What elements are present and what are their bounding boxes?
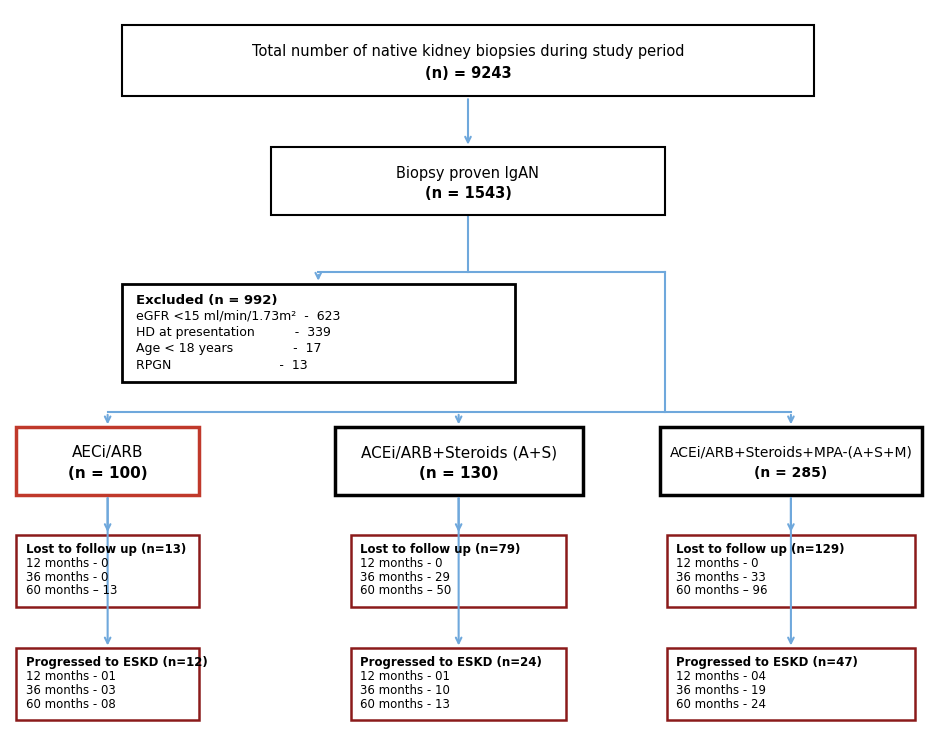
Text: ACEi/ARB+Steroids+MPA-(A+S+M): ACEi/ARB+Steroids+MPA-(A+S+M) [669, 446, 913, 460]
Text: 36 months - 0: 36 months - 0 [26, 571, 109, 584]
Text: Biopsy proven IgAN: Biopsy proven IgAN [397, 166, 539, 181]
Text: (n) = 9243: (n) = 9243 [425, 66, 511, 81]
Text: Progressed to ESKD (n=47): Progressed to ESKD (n=47) [676, 656, 858, 669]
Text: Total number of native kidney biopsies during study period: Total number of native kidney biopsies d… [252, 45, 684, 60]
Text: ACEi/ARB+Steroids (A+S): ACEi/ARB+Steroids (A+S) [360, 445, 557, 460]
FancyBboxPatch shape [122, 24, 814, 97]
Text: 60 months - 08: 60 months - 08 [26, 698, 115, 711]
Text: 12 months - 01: 12 months - 01 [26, 670, 116, 683]
Text: 36 months - 03: 36 months - 03 [26, 684, 115, 697]
Text: 12 months - 0: 12 months - 0 [26, 556, 109, 569]
Text: Lost to follow up (n=129): Lost to follow up (n=129) [676, 543, 845, 556]
Text: 60 months - 13: 60 months - 13 [360, 698, 450, 711]
FancyBboxPatch shape [335, 427, 583, 495]
Text: Lost to follow up (n=79): Lost to follow up (n=79) [360, 543, 520, 556]
Text: 36 months - 10: 36 months - 10 [360, 684, 450, 697]
Text: RPGN                           -  13: RPGN - 13 [136, 358, 307, 372]
FancyBboxPatch shape [17, 427, 199, 495]
FancyBboxPatch shape [17, 648, 199, 720]
Text: HD at presentation          -  339: HD at presentation - 339 [136, 326, 330, 339]
Text: AECi/ARB: AECi/ARB [72, 445, 143, 460]
Text: 12 months - 01: 12 months - 01 [360, 670, 450, 683]
Text: (n = 100): (n = 100) [67, 466, 148, 481]
Text: 36 months - 33: 36 months - 33 [676, 571, 766, 584]
Text: 36 months - 19: 36 months - 19 [676, 684, 767, 697]
FancyBboxPatch shape [666, 648, 915, 720]
Text: Excluded (n = 992): Excluded (n = 992) [136, 293, 277, 307]
FancyBboxPatch shape [351, 648, 566, 720]
FancyBboxPatch shape [271, 147, 665, 215]
Text: Age < 18 years               -  17: Age < 18 years - 17 [136, 342, 321, 355]
Text: 60 months – 13: 60 months – 13 [26, 584, 117, 597]
Text: 60 months – 50: 60 months – 50 [360, 584, 451, 597]
Text: 60 months – 96: 60 months – 96 [676, 584, 768, 597]
Text: Lost to follow up (n=13): Lost to follow up (n=13) [26, 543, 186, 556]
FancyBboxPatch shape [17, 535, 199, 606]
Text: (n = 1543): (n = 1543) [425, 186, 511, 201]
FancyBboxPatch shape [351, 535, 566, 606]
FancyBboxPatch shape [660, 427, 922, 495]
Text: 12 months - 0: 12 months - 0 [360, 556, 443, 569]
Text: Progressed to ESKD (n=12): Progressed to ESKD (n=12) [26, 656, 208, 669]
FancyBboxPatch shape [122, 284, 515, 382]
Text: 60 months - 24: 60 months - 24 [676, 698, 767, 711]
Text: (n = 130): (n = 130) [418, 466, 499, 481]
Text: (n = 285): (n = 285) [754, 466, 827, 480]
Text: Progressed to ESKD (n=24): Progressed to ESKD (n=24) [360, 656, 542, 669]
Text: 12 months - 0: 12 months - 0 [676, 556, 759, 569]
Text: 12 months - 04: 12 months - 04 [676, 670, 767, 683]
FancyBboxPatch shape [666, 535, 915, 606]
Text: eGFR <15 ml/min/1.73m²  -  623: eGFR <15 ml/min/1.73m² - 623 [136, 310, 340, 323]
Text: 36 months - 29: 36 months - 29 [360, 571, 450, 584]
